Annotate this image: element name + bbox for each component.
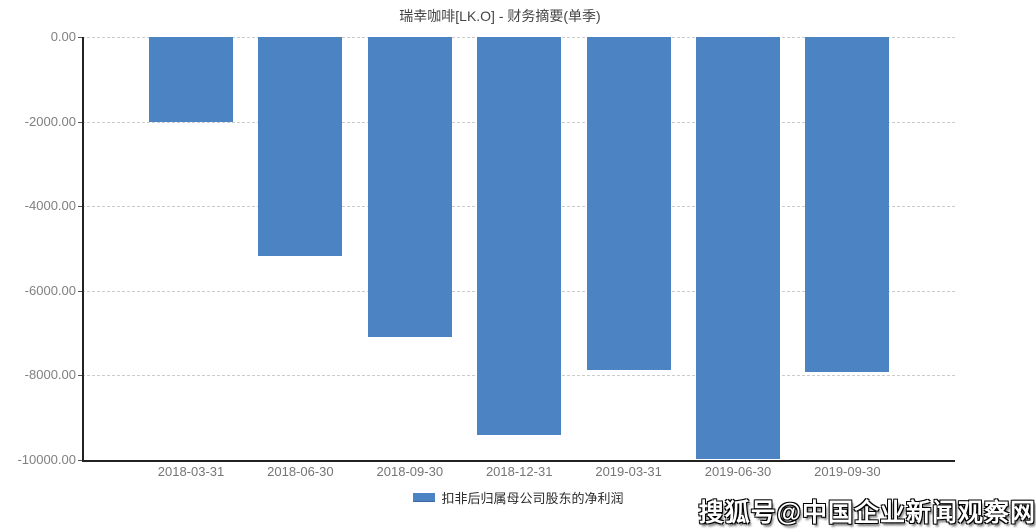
bar-2019-06-30[interactable] xyxy=(696,37,780,460)
legend-swatch-icon xyxy=(413,493,436,502)
bar-2018-03-31[interactable] xyxy=(149,37,233,122)
bar-2018-12-31[interactable] xyxy=(477,37,562,435)
y-tick-label: -6000.00 xyxy=(24,282,76,298)
bar-2019-03-31[interactable] xyxy=(586,37,671,371)
x-tick-label: 2018-12-31 xyxy=(485,464,553,479)
y-tick-mark xyxy=(78,121,82,123)
y-axis-line xyxy=(82,37,84,460)
legend-label: 扣非后归属母公司股东的净利润 xyxy=(441,491,624,506)
y-tick-mark xyxy=(78,460,82,461)
x-tick-label: 2018-03-31 xyxy=(157,464,225,479)
legend[interactable]: 扣非后归属母公司股东的净利润 xyxy=(82,488,955,507)
watermark-text: 搜狐号@中国企业新闻观察网 xyxy=(698,499,1036,527)
y-tick-label: -2000.00 xyxy=(24,113,76,129)
y-tick-mark xyxy=(78,290,82,292)
bar-2018-09-30[interactable] xyxy=(367,37,452,337)
y-tick-label: -10000.00 xyxy=(17,452,76,467)
x-tick-label: 2018-06-30 xyxy=(267,464,334,479)
bar-2019-09-30[interactable] xyxy=(805,37,890,372)
x-tick-label: 2018-09-30 xyxy=(376,464,444,479)
x-axis-line xyxy=(82,460,955,462)
bar-2018-06-30[interactable] xyxy=(258,37,343,257)
y-tick-label: -4000.00 xyxy=(24,198,76,214)
y-tick-mark xyxy=(78,37,82,38)
plot-area xyxy=(78,37,955,462)
chart-title: 瑞幸咖啡[LK.O] - 财务摘要(单季) xyxy=(399,8,601,24)
y-tick-label: -8000.00 xyxy=(24,367,76,383)
y-tick-mark xyxy=(78,206,82,208)
x-tick-label: 2019-06-30 xyxy=(704,464,772,479)
x-tick-label: 2019-09-30 xyxy=(814,464,881,479)
y-tick-mark xyxy=(78,375,82,377)
x-tick-label: 2019-03-31 xyxy=(595,464,662,479)
y-tick-label: 0.00 xyxy=(50,29,76,44)
